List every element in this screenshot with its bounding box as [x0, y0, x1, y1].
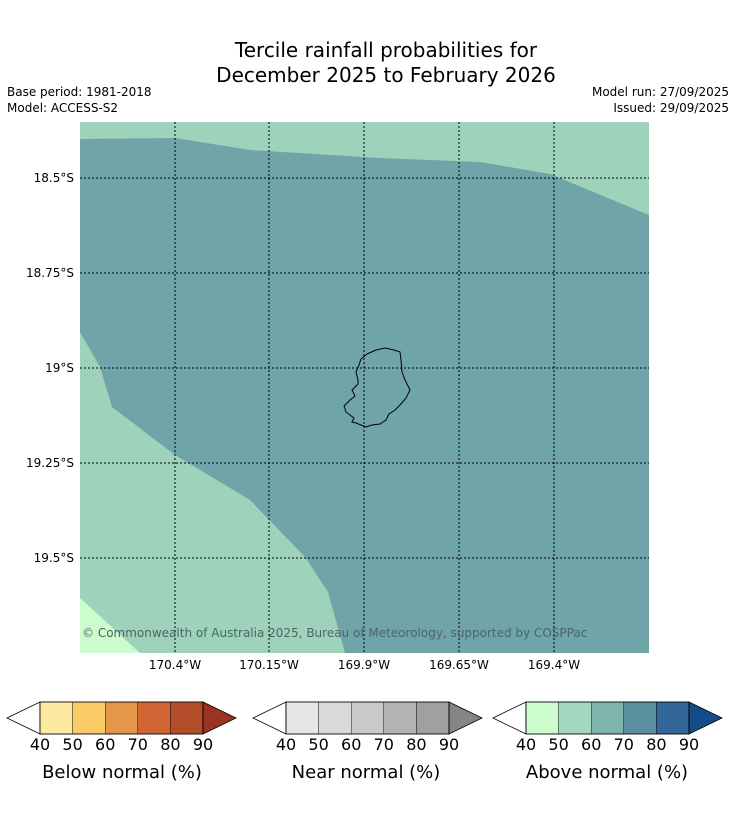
colorbar-under-triangle — [492, 701, 527, 735]
colorbar-over-triangle — [688, 701, 723, 735]
colorbar-tick-label: 40 — [515, 735, 537, 754]
colorbar-tick-label: 60 — [95, 735, 116, 754]
colorbar-tick-label: 70 — [613, 735, 634, 754]
colorbar-svg — [492, 701, 723, 735]
colorbar-label-below: Below normal (%) — [42, 762, 202, 783]
map-svg — [80, 122, 649, 653]
colorbar-tick-label: 50 — [308, 735, 329, 754]
colorbar-label-above: Above normal (%) — [525, 762, 689, 783]
colorbar-segment — [39, 701, 73, 735]
colorbar-tick-label: 40 — [29, 735, 51, 754]
colorbar-svg — [6, 701, 237, 735]
map-panel[interactable] — [80, 122, 649, 653]
colorbar-frame — [525, 701, 690, 735]
graticule — [80, 122, 649, 653]
colorbar-tick-label: 40 — [275, 735, 297, 754]
lon-label-4: 169.65°W — [429, 658, 489, 672]
lat-label-3: 19°S — [45, 361, 74, 375]
colorbar-tick-label: 70 — [373, 735, 394, 754]
lon-label-3: 169.9°W — [337, 658, 391, 672]
model-run: Model run: 27/09/2025 — [591, 85, 729, 99]
copyright-notice: © Commonwealth of Australia 2025, Bureau… — [82, 626, 588, 640]
colorbar-below-normal — [6, 701, 237, 739]
colorbar-tick-label: 80 — [646, 735, 667, 754]
colorbar-segment — [350, 701, 384, 735]
colorbar-tick-label: 70 — [127, 735, 148, 754]
colorbar-segment — [558, 701, 592, 735]
lon-label-2: 170.15°W — [239, 658, 299, 672]
colorbar-segment — [623, 701, 657, 735]
colorbar-near-normal — [252, 701, 483, 739]
colorbar-segment — [104, 701, 138, 735]
colorbar-segment — [318, 701, 352, 735]
lat-label-5: 19.5°S — [33, 551, 74, 565]
colorbar-segment — [383, 701, 417, 735]
colorbar-tick-label: 80 — [406, 735, 427, 754]
colorbar-svg — [252, 701, 483, 735]
model-name: Model: ACCESS-S2 — [7, 101, 119, 115]
colorbar-tick-label: 80 — [160, 735, 181, 754]
lat-label-1: 18.5°S — [33, 171, 74, 185]
colorbar-label-near: Near normal (%) — [291, 762, 441, 783]
colorbar-segment — [525, 701, 559, 735]
colorbar-frame — [39, 701, 204, 735]
colorbar-tick-label: 90 — [192, 735, 214, 754]
colorbar-segment — [137, 701, 171, 735]
colorbar-tick-label: 50 — [62, 735, 83, 754]
colorbar-frame — [285, 701, 450, 735]
colorbar-tick-label: 90 — [438, 735, 460, 754]
meta-right: Model run: 27/09/2025 Issued: 29/09/2025 — [592, 84, 729, 116]
colorbar-above-normal — [492, 701, 723, 739]
colorbar-tick-label: 90 — [678, 735, 700, 754]
meta-left: Base period: 1981-2018 Model: ACCESS-S2 — [7, 84, 152, 116]
lon-label-5: 169.4°W — [527, 658, 581, 672]
colorbar-segment — [170, 701, 204, 735]
zone-above-40 — [80, 598, 140, 653]
colorbar-tick-label: 50 — [548, 735, 569, 754]
colorbar-segment — [416, 701, 450, 735]
colorbar-segment — [656, 701, 690, 735]
chart-title: Tercile rainfall probabilities for Decem… — [0, 38, 736, 88]
colorbar-tick-label: 60 — [581, 735, 602, 754]
title-line-2: December 2025 to February 2026 — [216, 63, 556, 87]
lon-label-1: 170.4°W — [148, 658, 202, 672]
lat-label-4: 19.25°S — [26, 456, 74, 470]
lat-label-2: 18.75°S — [26, 266, 74, 280]
colorbar-under-triangle — [252, 701, 287, 735]
base-period: Base period: 1981-2018 — [7, 85, 152, 99]
colorbar-over-triangle — [448, 701, 483, 735]
colorbar-over-triangle — [202, 701, 237, 735]
island-outline-niue[interactable] — [343, 347, 411, 428]
colorbar-tick-label: 60 — [341, 735, 362, 754]
colorbar-segment — [72, 701, 106, 735]
colorbar-under-triangle — [6, 701, 41, 735]
issued-date: Issued: 29/09/2025 — [613, 101, 729, 115]
colorbar-segment — [590, 701, 624, 735]
colorbar-segment — [285, 701, 319, 735]
title-line-1: Tercile rainfall probabilities for — [234, 38, 538, 62]
